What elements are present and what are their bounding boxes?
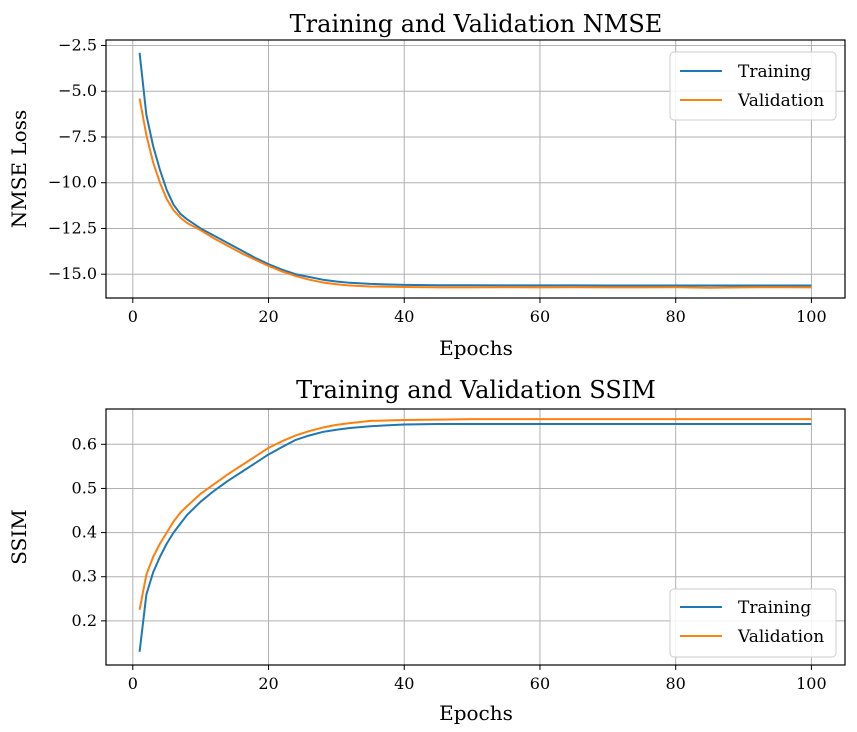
nmse-legend-validation-label: Validation [737,91,824,111]
nmse-legend-box [669,51,837,121]
ssim-x-tick-label: 0 [128,674,138,693]
nmse-x-tick-label: 20 [258,307,278,326]
nmse-y-tick-label: −7.5 [58,127,97,146]
nmse-x-tick-label: 0 [128,307,138,326]
ssim-legend-training-label: Training [738,598,811,618]
ssim-y-tick-label: 0.6 [72,434,97,453]
nmse-y-tick-label: −2.5 [58,35,97,54]
nmse-y-tick-label: −5.0 [58,81,97,100]
nmse-legend-training-label: Training [738,62,811,82]
ssim-legend: Training Validation [669,588,837,658]
nmse-y-axis-label: NMSE Loss [7,110,31,229]
nmse-y-tick-label: −12.5 [48,218,97,237]
nmse-x-tick-label: 60 [530,307,550,326]
nmse-x-tick-label: 100 [796,307,827,326]
ssim-plot-frame [105,408,846,666]
nmse-chart-title: Training and Validation NMSE [290,10,663,38]
ssim-legend-validation-label: Validation [737,627,824,647]
nmse-x-tick-label: 80 [666,307,686,326]
ssim-y-tick-label: 0.4 [72,523,97,542]
nmse-chart: Training and Validation NMSE 0 20 40 60 80 10… [7,10,846,360]
ssim-series-validation-line [138,418,812,611]
nmse-series-training-line [138,52,812,287]
ssim-y-tick-label: 0.2 [72,611,97,630]
nmse-plot-frame [105,39,846,299]
ssim-x-tick-label: 20 [258,674,278,693]
nmse-series-validation-line [138,98,812,289]
ssim-chart-title: Training and Validation SSIM [296,376,656,404]
ssim-x-tick-label: 40 [394,674,414,693]
ssim-x-tick-label: 100 [796,674,827,693]
ssim-y-axis-label: SSIM [7,509,31,564]
ssim-x-tick-label: 80 [666,674,686,693]
ssim-y-tick-label: 0.5 [72,478,97,497]
nmse-y-tick-label: −10.0 [48,173,97,192]
nmse-legend: Training Validation [669,51,837,121]
ssim-series-training-line [138,423,812,652]
nmse-x-tick-label: 40 [394,307,414,326]
nmse-x-axis-label: Epochs [439,336,513,360]
ssim-y-tick-label: 0.3 [72,567,97,586]
ssim-chart: Training and Validation SSIM 0 20 40 60 80 10… [7,376,846,725]
ssim-x-axis-label: Epochs [439,701,513,725]
nmse-y-tick-label: −15.0 [48,264,97,283]
ssim-x-tick-label: 60 [530,674,550,693]
